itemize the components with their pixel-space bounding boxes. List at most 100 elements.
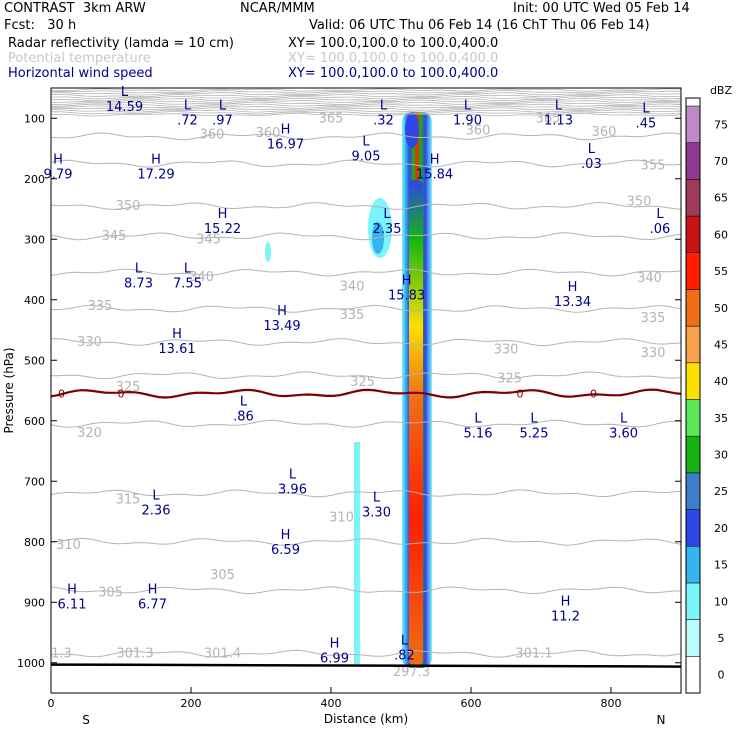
- wind-extremum-value: 2.36: [142, 503, 171, 518]
- theta-label: 350: [627, 195, 652, 210]
- colorbar-swatch: [685, 215, 701, 253]
- colorbar-level-label: 5: [718, 632, 725, 645]
- colorbar-swatch: [685, 435, 701, 474]
- wind-extremum-value: 13.34: [554, 295, 591, 310]
- theta-label: 360: [200, 128, 225, 143]
- colorbar-level-label: 35: [714, 412, 728, 425]
- theta-contour-301.3: [50, 649, 682, 658]
- theta-contours: 360 360 365 360 365 360 355 350 350 345 345 340 340 3…: [50, 111, 682, 680]
- x-end-right: N: [657, 713, 666, 727]
- colorbar: dBZ 0 5 10 15 20 25 30 35 40 45 50 55 60 65 70 75: [685, 84, 733, 694]
- theta-label: 1.3: [51, 647, 72, 662]
- theta-label: 325: [497, 371, 522, 386]
- theta-contour-360: [50, 132, 682, 141]
- colorbar-swatch: [685, 546, 701, 584]
- field2-xy: XY= 100.0,100.0 to 100.0,400.0: [288, 51, 499, 66]
- wind-extremum-kind: L: [555, 98, 563, 113]
- colorbar-swatch: [685, 252, 701, 290]
- colorbar-level-label: 40: [714, 375, 728, 388]
- theta-dense-line: [51, 109, 681, 113]
- wind-extremum-value: .06: [650, 222, 671, 237]
- theta-contour-310: [50, 537, 682, 546]
- wind-extremum-kind: H: [281, 122, 291, 137]
- wind-extremum-value: .32: [373, 113, 394, 128]
- wind-extremum-value: .03: [581, 157, 602, 172]
- theta-dense-line: [50, 103, 682, 107]
- theta-contour-340: [50, 268, 682, 277]
- plot-axes: 100 200 300 400 500 600 700 800 900 1000 0 200 400 60…: [2, 87, 682, 727]
- wind-extremum-value: 9.79: [44, 168, 73, 183]
- freezing-level-label: 0: [517, 388, 524, 401]
- theta-label: 310: [329, 511, 354, 526]
- theta-label: 325: [116, 380, 141, 395]
- colorbar-swatch: [685, 289, 701, 327]
- theta-dense-line: [50, 99, 682, 104]
- wind-extremum-value: 13.49: [263, 319, 300, 334]
- colorbar-swatch: [685, 509, 701, 547]
- valid-time: Valid: 06 UTC Thu 06 Feb 14 (16 ChT Thu …: [309, 18, 650, 33]
- theta-label: 305: [98, 586, 123, 601]
- wind-extremum-kind: L: [135, 262, 143, 277]
- theta-contour-315: [50, 489, 682, 498]
- theta-label: 340: [340, 279, 365, 294]
- wind-extremum-kind: H: [561, 594, 571, 609]
- theta-label: 301.1: [515, 647, 552, 662]
- wind-extremum-kind: L: [383, 207, 391, 222]
- colorbar-swatch: [685, 619, 701, 657]
- theta-label: 335: [340, 308, 365, 323]
- y-tick-label: 500: [24, 354, 45, 367]
- x-tick-label: 200: [181, 697, 202, 710]
- theta-dense-line: [51, 107, 682, 111]
- wind-extremum-value: 6.77: [138, 597, 167, 612]
- theta-dense-line: [50, 90, 682, 94]
- theta-label: 340: [637, 271, 662, 286]
- wind-extremum-kind: H: [330, 637, 340, 652]
- theta-label: 355: [641, 158, 666, 173]
- theta-label: 330: [77, 335, 102, 350]
- reflectivity-small-patch: [265, 242, 271, 262]
- theta-contour-320: [50, 419, 682, 428]
- wind-extremum-value: 17.29: [137, 168, 174, 183]
- field1-name: Radar reflectivity (lamda = 10 cm): [8, 36, 234, 51]
- theta-contour-335: [50, 304, 682, 313]
- x-tick-label: 600: [461, 697, 482, 710]
- colorbar-unit: dBZ: [710, 84, 733, 97]
- forecast-hour: Fcst: 30 h: [4, 18, 77, 33]
- theta-label: 345: [196, 232, 221, 247]
- wind-extremum-value: 6.59: [271, 543, 300, 558]
- colorbar-level-label: 15: [714, 559, 728, 572]
- y-axis-title: Pressure (hPa): [2, 347, 16, 433]
- colorbar-level-label: 50: [714, 302, 728, 315]
- wind-extremum-kind: L: [474, 412, 482, 427]
- ground-line: [50, 663, 682, 668]
- y-tick-label: 400: [24, 294, 45, 307]
- theta-label: 320: [77, 426, 102, 441]
- wind-extremum-value: 1.13: [544, 113, 573, 128]
- freezing-level-label: 0: [118, 388, 125, 401]
- reflectivity-anvil-top: [405, 112, 419, 148]
- theta-label: 365: [536, 111, 561, 126]
- wind-extremum-value: 9.05: [352, 150, 381, 165]
- wind-extremum-kind: H: [67, 582, 77, 597]
- theta-contour-325: [50, 371, 682, 380]
- wind-extremum-kind: H: [53, 153, 63, 168]
- wind-extremum-value: .86: [233, 410, 254, 425]
- theta-dense-line: [50, 105, 682, 109]
- theta-label: 365: [319, 111, 344, 126]
- theta-dense-line: [50, 92, 681, 96]
- wind-extremum-kind: L: [642, 101, 650, 116]
- field3-xy: XY= 100.0,100.0 to 100.0,400.0: [288, 66, 499, 81]
- y-tick-label: 100: [24, 112, 45, 125]
- theta-label: 315: [116, 492, 141, 507]
- wind-extremum-kind: L: [184, 262, 192, 277]
- freezing-level-label: 0: [58, 388, 65, 401]
- colorbar-swatch: [685, 582, 701, 620]
- wind-extremum-value: .45: [636, 116, 657, 131]
- theta-label: 350: [116, 199, 141, 214]
- theta-dense-line: [50, 88, 682, 92]
- colorbar-level-label: 30: [714, 449, 728, 462]
- wind-extremum-value: 7.55: [173, 277, 202, 292]
- colorbar-swatch: [685, 656, 701, 694]
- freezing-level-label: 0: [590, 388, 597, 401]
